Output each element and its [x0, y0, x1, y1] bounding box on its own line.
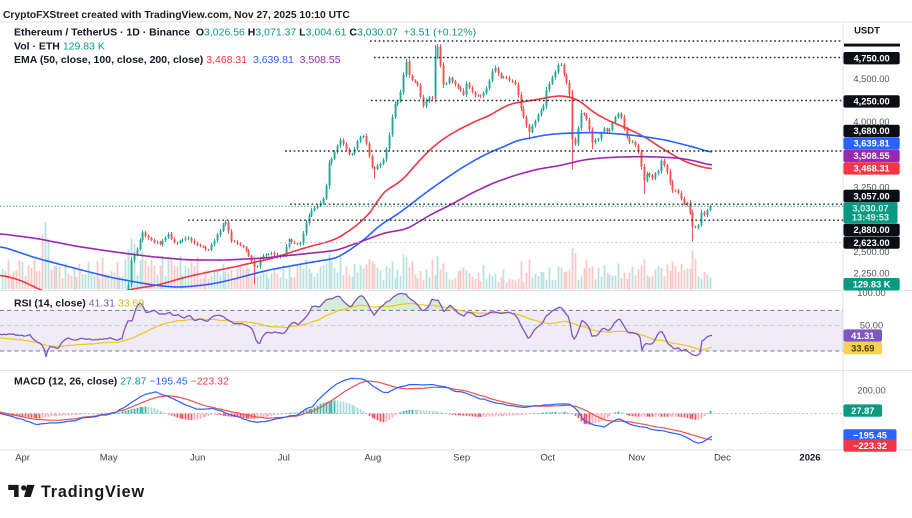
svg-text:4,500.00: 4,500.00 — [853, 74, 889, 84]
svg-text:3,250.00: 3,250.00 — [853, 183, 889, 193]
svg-text:33.69: 33.69 — [851, 343, 874, 353]
svg-text:−195.45: −195.45 — [853, 431, 887, 441]
svg-text:4,250.00: 4,250.00 — [853, 97, 889, 107]
svg-text:2,250.00: 2,250.00 — [853, 269, 889, 279]
svg-text:2,623.00: 2,623.00 — [853, 238, 889, 248]
svg-text:TradingView: TradingView — [41, 483, 145, 501]
svg-text:Dec: Dec — [714, 453, 731, 464]
svg-text:13:49:53: 13:49:53 — [852, 213, 889, 223]
svg-text:3,680.00: 3,680.00 — [853, 126, 889, 136]
svg-text:2026: 2026 — [799, 453, 820, 464]
svg-text:Vol · ETH 129.83 K: Vol · ETH 129.83 K — [14, 40, 105, 52]
svg-text:CryptoFXStreet created with Tr: CryptoFXStreet created with TradingView.… — [3, 10, 350, 21]
svg-text:100.00: 100.00 — [857, 288, 885, 298]
svg-text:3,057.00: 3,057.00 — [853, 191, 889, 201]
svg-text:41.31: 41.31 — [851, 331, 874, 341]
svg-text:EMA (50, close, 100, close, 20: EMA (50, close, 100, close, 200, close) … — [14, 54, 341, 66]
svg-text:USDT: USDT — [854, 26, 880, 37]
svg-text:MACD (12, 26, close) 27.87 −19: MACD (12, 26, close) 27.87 −195.45 −223.… — [14, 376, 229, 388]
svg-text:Apr: Apr — [15, 453, 30, 464]
svg-text:May: May — [100, 453, 118, 464]
svg-text:Nov: Nov — [628, 453, 645, 464]
svg-text:Aug: Aug — [364, 453, 381, 464]
svg-text:−223.32: −223.32 — [853, 441, 887, 451]
svg-text:50.00: 50.00 — [860, 321, 883, 331]
svg-text:RSI (14, close) 41.31 33.69: RSI (14, close) 41.31 33.69 — [14, 298, 144, 310]
svg-text:Ethereum / TetherUS · 1D · Bin: Ethereum / TetherUS · 1D · Binance O3,02… — [14, 27, 476, 39]
svg-text:3,030.07: 3,030.07 — [852, 203, 888, 213]
svg-text:Jul: Jul — [278, 453, 290, 464]
svg-text:129.83 K: 129.83 K — [853, 280, 891, 290]
svg-text:Sep: Sep — [453, 453, 470, 464]
svg-text:3,508.55: 3,508.55 — [853, 151, 889, 161]
svg-text:3,639.81: 3,639.81 — [853, 139, 889, 149]
svg-text:Jun: Jun — [190, 453, 205, 464]
svg-text:2,500.00: 2,500.00 — [853, 247, 889, 257]
svg-text:200.00: 200.00 — [857, 385, 885, 395]
svg-text:2,880.00: 2,880.00 — [853, 225, 889, 235]
svg-text:27.87: 27.87 — [851, 406, 874, 416]
svg-text:4,750.00: 4,750.00 — [853, 54, 889, 64]
svg-text:4,000.00: 4,000.00 — [853, 117, 889, 127]
svg-text:Oct: Oct — [540, 453, 555, 464]
svg-text:3,468.31: 3,468.31 — [853, 164, 889, 174]
